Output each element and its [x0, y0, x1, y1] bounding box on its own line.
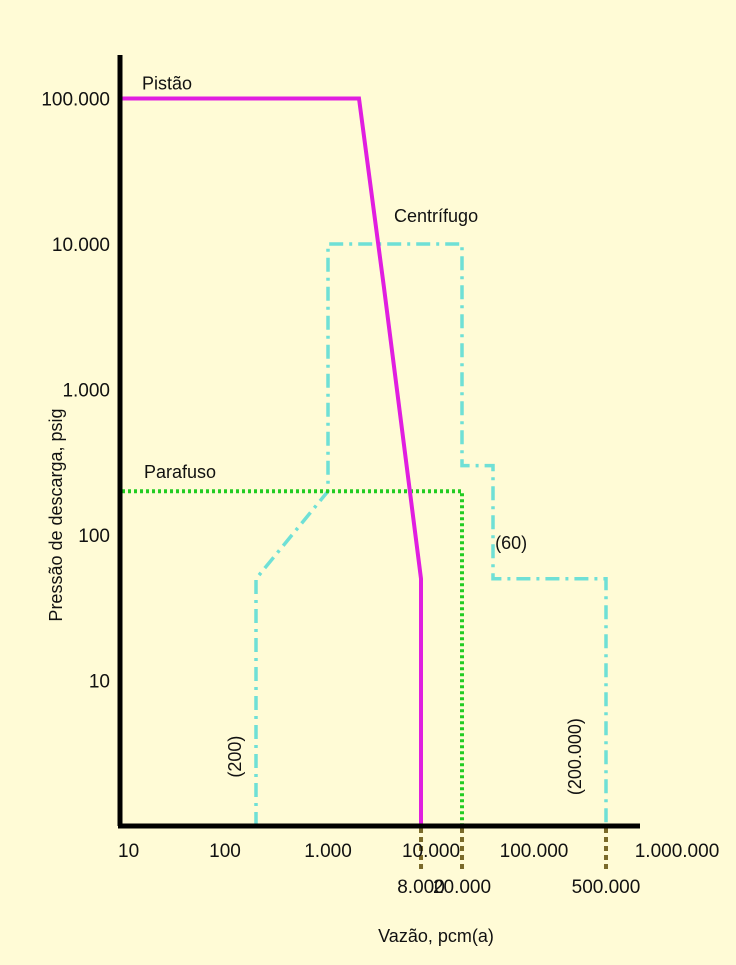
x-marker-dashes: [419, 828, 608, 870]
y-axis-title: Pressão de descarga, psig: [46, 408, 66, 621]
series-line-parafuso: [122, 489, 464, 826]
series-label: Pistão: [142, 74, 192, 94]
x-tick-label: 10: [118, 841, 139, 862]
series-label: Parafuso: [144, 462, 216, 482]
series-line-centrifugo: [254, 242, 608, 826]
x-tick-label: 1.000: [304, 841, 352, 862]
y-tick-label: 100.000: [41, 90, 110, 111]
x-marker-label: 500.000: [572, 877, 641, 898]
x-tick-label: 1.000.000: [635, 841, 720, 862]
x-tick-label: 10.000: [402, 841, 460, 862]
annotation-label: (200): [225, 736, 245, 778]
x-marker-label: 8.000: [397, 877, 445, 898]
x-tick-label: 100: [209, 841, 241, 862]
x-axis-title: Vazão, pcm(a): [378, 926, 494, 946]
plot-area: [117, 55, 640, 870]
x-tick-label: 100.000: [500, 841, 569, 862]
annotation-label: (60): [495, 533, 527, 553]
x-marker-label: 20.000: [433, 877, 491, 898]
label-layer: Pistão Centrífugo Parafuso 100.000 10.000 1.0…: [41, 74, 719, 899]
series-line-pistao: [122, 96, 423, 826]
y-tick-label: 10: [89, 672, 110, 693]
annotation-label: (200.000): [565, 718, 585, 795]
y-tick-label: 10.000: [52, 235, 110, 256]
y-tick-label: 1.000: [62, 381, 110, 402]
y-tick-label: 100: [78, 526, 110, 547]
series-layer: [122, 96, 608, 826]
series-label: Centrífugo: [394, 206, 478, 226]
